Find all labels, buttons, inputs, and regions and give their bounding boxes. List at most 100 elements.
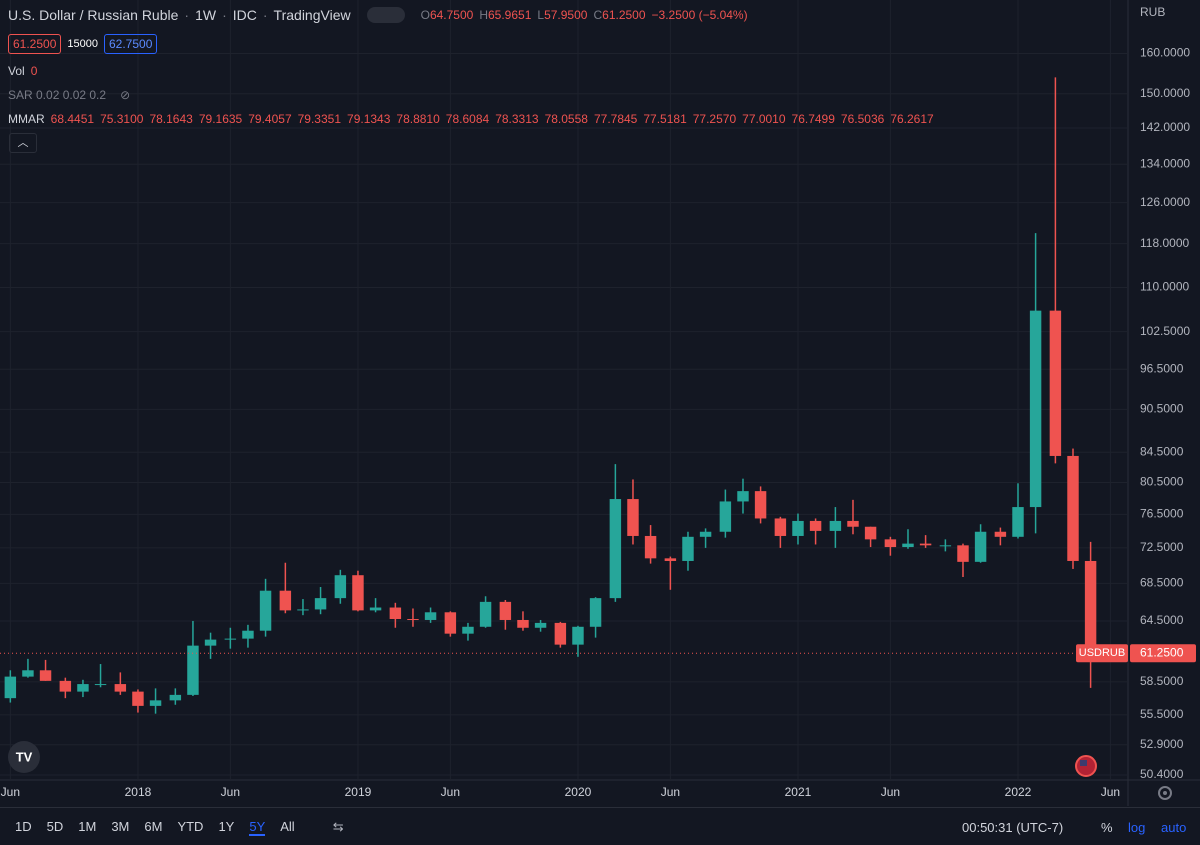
y-tick-label: 76.5000: [1140, 507, 1184, 521]
mmar-value: 68.4451: [50, 112, 95, 126]
candle-body: [809, 520, 822, 531]
y-tick-label: 68.5000: [1140, 576, 1184, 590]
collapse-button[interactable]: ︿: [9, 133, 37, 153]
candle-body: [864, 526, 877, 540]
mmar-value: 78.1643: [149, 112, 193, 126]
candle-body: [974, 531, 987, 562]
vol-row: Vol 0: [8, 64, 37, 78]
mmar-value: 77.7845: [593, 112, 638, 126]
bid[interactable]: 61.2500: [8, 34, 62, 54]
ohlc-value: 61.2500: [602, 8, 646, 22]
y-tick-label: 90.5000: [1140, 402, 1184, 416]
flag-icon[interactable]: [1075, 755, 1097, 777]
ohlc-key: L: [537, 8, 545, 22]
candle-body: [4, 676, 17, 699]
mmar-value: 79.3351: [297, 112, 342, 126]
candle-body: [719, 501, 732, 532]
mmar-value: 78.6084: [445, 112, 490, 126]
ohlc-value: 57.9500: [544, 8, 588, 22]
candle-body: [407, 619, 419, 621]
candle-body: [644, 535, 657, 559]
currency: RUB: [1140, 5, 1165, 19]
toggle[interactable]: [366, 7, 405, 23]
clock: 00:50:31 (UTC-7): [962, 819, 1064, 835]
ohlc-item: L57.9500: [537, 8, 587, 22]
log-button[interactable]: log: [1128, 819, 1146, 835]
y-tick-label: 134.0000: [1140, 156, 1190, 170]
range-button[interactable]: 1D: [15, 818, 32, 834]
range-button[interactable]: 3M: [111, 818, 130, 834]
ohlc-value: 64.7500: [429, 8, 474, 22]
auto-button[interactable]: auto: [1161, 819, 1187, 835]
chart: 160.0000 150.0000 142.0000 134.0000 126.0000…: [0, 0, 1200, 806]
candle-body: [297, 609, 309, 611]
percent-button[interactable]: %: [1101, 819, 1113, 835]
ask[interactable]: 62.7500: [103, 34, 158, 54]
settings-icon[interactable]: [1158, 786, 1172, 800]
source: IDC: [232, 7, 257, 23]
candle-body: [774, 518, 787, 536]
range-button[interactable]: 6M: [144, 818, 163, 834]
candle-body: [77, 684, 89, 692]
candle-body: [424, 612, 437, 620]
y-tick-label: 80.5000: [1140, 475, 1184, 489]
mmar-values: 68.4451 75.3100 78.1643 79.1635 79.4057 79.33…: [51, 112, 934, 126]
candle-body: [149, 700, 162, 706]
mmar-value: 76.7499: [791, 112, 835, 126]
candle-body: [369, 607, 382, 611]
candle-body: [957, 545, 969, 562]
mmar-value: 77.0010: [742, 112, 786, 126]
range-button[interactable]: 5Y: [249, 818, 266, 836]
candle-body: [572, 626, 584, 645]
y-tick-label: 52.9000: [1140, 737, 1184, 751]
tv-logo[interactable]: TV: [8, 741, 40, 773]
candle-body: [609, 499, 622, 599]
candle-body: [94, 684, 107, 686]
candle-body: [737, 491, 749, 502]
mmar-value: 77.5181: [643, 112, 687, 126]
candle-body: [627, 499, 639, 536]
range-button[interactable]: 1Y: [218, 818, 235, 834]
candle-body: [224, 638, 237, 640]
mmar-value: 78.8810: [396, 112, 440, 126]
y-tick-label: 50.4000: [1140, 767, 1184, 781]
candle-body: [884, 539, 897, 548]
date-range-icon[interactable]: ⇆: [332, 819, 344, 834]
change: −3.2500 (−5.04%): [651, 8, 748, 22]
candle-body: [479, 601, 492, 627]
candle-body: [699, 531, 712, 537]
candle-body: [1012, 507, 1024, 537]
range-button[interactable]: All: [280, 818, 295, 834]
candle-body: [792, 520, 804, 536]
mmar-value: 76.2617: [890, 112, 934, 126]
candle-body: [1067, 455, 1079, 561]
range-button[interactable]: YTD: [177, 818, 204, 834]
mmar-row: MMAR 68.4451 75.3100 78.1643 79.1635 79.4057…: [8, 112, 934, 126]
sar-label: SAR 0.02 0.02 0.2: [8, 88, 107, 102]
candle-body: [187, 645, 199, 695]
candle-body: [22, 670, 34, 677]
candle-body: [902, 543, 914, 548]
range-button[interactable]: 1M: [78, 818, 97, 834]
candle-body: [664, 558, 677, 561]
candle-body: [589, 598, 602, 627]
x-tick-label: Jun: [1101, 785, 1120, 799]
quote-row: 61.2500 15000 62.7500: [8, 34, 158, 54]
x-tick-label: Jun: [661, 785, 680, 799]
ohlc-key: O: [420, 8, 430, 22]
price-tag: 61.2500: [1140, 645, 1184, 659]
ohlc-item: H65.9651: [479, 8, 531, 22]
mmar-value: 77.2570: [692, 112, 737, 126]
y-tick-label: 84.5000: [1140, 444, 1184, 458]
x-tick-label: 2021: [785, 785, 812, 799]
x-tick-label: 2022: [1005, 785, 1032, 799]
vol-label: Vol: [8, 64, 25, 78]
range-buttons: 1D 5D 1M 3M 6M YTD 1Y 5Y All: [0, 819, 295, 836]
hidden-icon[interactable]: ⊘: [120, 88, 131, 102]
sar-row: SAR 0.02 0.02 0.2 ⊘: [8, 88, 130, 102]
candle-body: [919, 543, 932, 546]
range-button[interactable]: 5D: [46, 818, 64, 834]
candle-body: [754, 491, 767, 519]
ohlc-item: O64.7500: [421, 8, 474, 22]
y-tick-label: 126.0000: [1140, 195, 1190, 209]
